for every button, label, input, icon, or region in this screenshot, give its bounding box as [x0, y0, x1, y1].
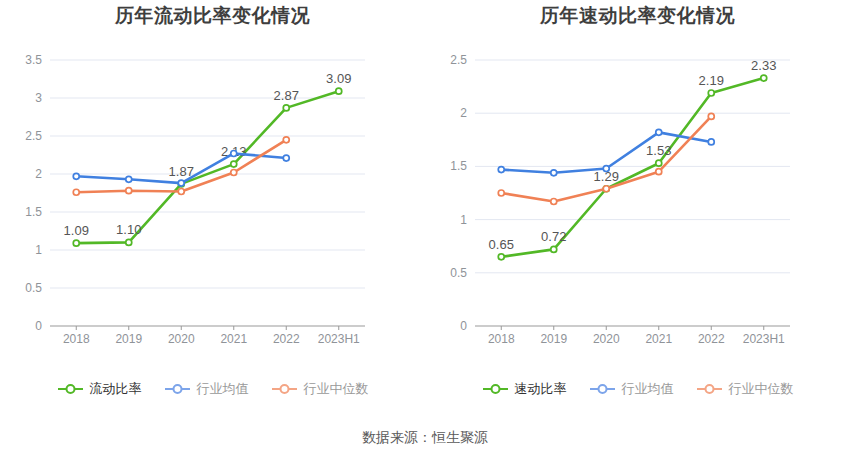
- data-point-label: 1.10: [116, 222, 141, 237]
- y-axis-tick-label: 3: [35, 91, 42, 105]
- x-axis-tick-label: 2020: [593, 332, 620, 346]
- industry-median-series-point-marker: [178, 188, 184, 194]
- industry-median-series-point-marker: [231, 169, 237, 175]
- legend-item[interactable]: 行业中位数: [696, 380, 794, 398]
- main-series-point-marker: [498, 254, 504, 260]
- industry-avg-series-point-marker: [73, 173, 79, 179]
- legend-line-marker-icon: [589, 382, 616, 396]
- financial-ratio-report: 历年流动比率变化情况 00.511.522.533.52018201920202…: [0, 0, 850, 412]
- industry-avg-series-point-marker: [231, 150, 237, 156]
- legend-item[interactable]: 行业均值: [589, 380, 674, 398]
- y-axis-tick-label: 1.5: [25, 205, 42, 219]
- data-point-label: 3.09: [326, 71, 351, 86]
- x-axis-tick-label: 2023H1: [318, 332, 360, 346]
- y-axis-tick-label: 2.5: [450, 53, 467, 67]
- legend-line-marker-icon: [482, 382, 509, 396]
- x-axis-tick-label: 2021: [220, 332, 247, 346]
- legend-line-marker-icon: [57, 382, 84, 396]
- x-axis-tick-label: 2019: [115, 332, 142, 346]
- x-axis-tick-label: 2020: [168, 332, 195, 346]
- main-series-point-marker: [708, 90, 714, 96]
- legend-line-marker-icon: [164, 382, 191, 396]
- legend-label: 行业均值: [622, 380, 674, 398]
- industry-median-series-point-marker: [603, 186, 609, 192]
- data-point-label: 2.87: [274, 88, 299, 103]
- y-axis-tick-label: 2: [35, 167, 42, 181]
- legend-line-marker-icon: [696, 382, 723, 396]
- x-axis-tick-label: 2023H1: [743, 332, 785, 346]
- legend-item[interactable]: 流动比率: [57, 380, 142, 398]
- main-series-point-marker: [761, 75, 767, 81]
- current-ratio-chart-panel: 历年流动比率变化情况 00.511.522.533.52018201920202…: [0, 0, 425, 412]
- main-series-point-marker: [73, 240, 79, 246]
- data-point-label: 1.53: [646, 143, 671, 158]
- data-point-label: 1.09: [64, 223, 89, 238]
- chart-legend: 流动比率 行业均值 行业中位数: [0, 380, 425, 398]
- main-series-point-marker: [336, 88, 342, 94]
- industry-avg-series-point-marker: [708, 139, 714, 145]
- data-source-note: 数据来源：恒生聚源: [0, 429, 850, 447]
- x-axis-tick-label: 2022: [273, 332, 300, 346]
- x-axis-tick-label: 2018: [488, 332, 515, 346]
- legend-label: 速动比率: [515, 380, 567, 398]
- y-axis-tick-label: 0: [35, 319, 42, 333]
- y-axis-tick-label: 3.5: [25, 53, 42, 67]
- y-axis-tick-label: 0: [460, 319, 467, 333]
- chart-legend: 速动比率 行业均值 行业中位数: [425, 380, 850, 398]
- main-series-point-marker: [231, 161, 237, 167]
- data-point-label: 2.19: [699, 73, 724, 88]
- legend-item[interactable]: 速动比率: [482, 380, 567, 398]
- legend-item[interactable]: 行业中位数: [271, 380, 369, 398]
- industry-median-series-point-marker: [73, 189, 79, 195]
- data-point-label: 0.72: [541, 229, 566, 244]
- quick-ratio-line-chart: 0 0.5 1 1.5 2 2.5 2018 2019 2020 2021 2022 2023H1 0.…: [425, 0, 850, 370]
- legend-label: 行业均值: [197, 380, 249, 398]
- industry-avg-series-point-marker: [283, 155, 289, 161]
- data-point-label: 0.65: [489, 237, 514, 252]
- industry-avg-series-point-marker: [126, 176, 132, 182]
- legend-line-marker-icon: [271, 382, 298, 396]
- industry-median-series-point-marker: [498, 190, 504, 196]
- legend-label: 行业中位数: [304, 380, 369, 398]
- main-series-point-marker: [283, 105, 289, 111]
- x-axis-tick-label: 2022: [698, 332, 725, 346]
- charts-row: 历年流动比率变化情况 00.511.522.533.52018201920202…: [0, 0, 850, 412]
- x-axis-tick-label: 2021: [645, 332, 672, 346]
- industry-median-series-point-marker: [551, 199, 557, 205]
- legend-label: 流动比率: [90, 380, 142, 398]
- y-axis-tick-label: 2.5: [25, 129, 42, 143]
- quick-ratio-chart-panel: 历年速动比率变化情况 00.511.522.520182019202020212…: [425, 0, 850, 412]
- data-point-label: 2.33: [751, 58, 776, 73]
- y-axis-tick-label: 0.5: [450, 266, 467, 280]
- y-axis-tick-label: 1.5: [450, 159, 467, 173]
- industry-median-series-point-marker: [656, 169, 662, 175]
- industry-avg-series-point-marker: [656, 129, 662, 135]
- industry-avg-series-point-marker: [603, 166, 609, 172]
- x-axis-tick-label: 2019: [540, 332, 567, 346]
- main-series-point-marker: [656, 160, 662, 166]
- current-ratio-line-chart: 0 0.5 1 1.5 2 2.5 3 3.5 2018 2019 2020 2021 2022 2023…: [0, 0, 425, 370]
- industry-avg-series-point-marker: [498, 167, 504, 173]
- industry-avg-series-point-marker: [178, 180, 184, 186]
- industry-median-series-point-marker: [126, 188, 132, 194]
- y-axis-tick-label: 1: [460, 213, 467, 227]
- main-series-point-marker: [551, 246, 557, 252]
- x-axis-tick-label: 2018: [63, 332, 90, 346]
- y-axis-tick-label: 2: [460, 106, 467, 120]
- y-axis-tick-label: 0.5: [25, 281, 42, 295]
- main-series-point-marker: [126, 239, 132, 245]
- industry-median-series-point-marker: [283, 137, 289, 143]
- legend-label: 行业中位数: [729, 380, 794, 398]
- industry-avg-series-point-marker: [551, 170, 557, 176]
- industry-median-series-point-marker: [708, 113, 714, 119]
- legend-item[interactable]: 行业均值: [164, 380, 249, 398]
- y-axis-tick-label: 1: [35, 243, 42, 257]
